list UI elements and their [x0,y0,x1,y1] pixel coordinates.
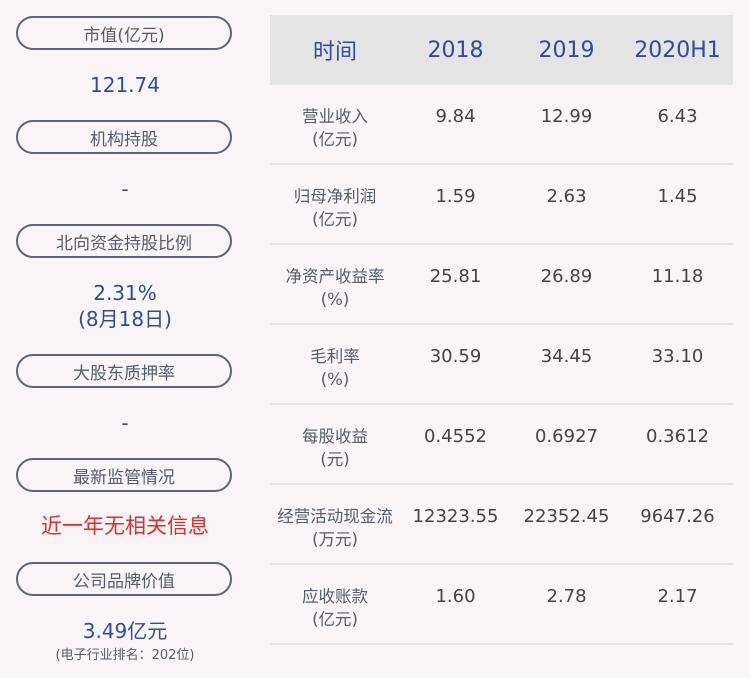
cell: 30.59 [429,346,482,367]
cell: 9647.26 [640,506,715,527]
table-header: 时间 2018 2019 2020H1 [270,15,733,85]
row-name: 营业收入 [302,107,368,126]
brand-value-label: 公司品牌价值 [16,562,232,596]
cell: 26.89 [540,266,593,287]
row-unit: (元) [320,450,350,469]
market-cap-value: 121.74 [90,73,160,97]
cell: 1.59 [435,186,476,207]
table-row: 应收账款 (亿元) 1.60 2.78 2.17 [270,565,733,645]
cell: 2.78 [546,586,587,607]
table-row: 营业收入 (亿元) 9.84 12.99 6.43 [270,85,733,165]
cell: 2.17 [657,586,698,607]
cell: 1.45 [657,186,698,207]
table-row: 毛利率 (%) 30.59 34.45 33.10 [270,325,733,405]
northbound-ratio-label: 北向资金持股比例 [16,224,232,258]
cell: 33.10 [651,346,704,367]
row-name: 归母净利润 [293,187,377,206]
row-unit: (%) [320,370,350,389]
table-row: 归母净利润 (亿元) 1.59 2.63 1.45 [270,165,733,245]
brand-value-rank-note: (电子行业排名：202位) [55,648,195,663]
cell: 1.60 [435,586,476,607]
row-unit: (亿元) [312,610,358,629]
regulatory-status-label: 最新监管情况 [16,458,232,492]
cell: 11.18 [651,266,704,287]
cell: 22352.45 [523,506,610,527]
header-2019: 2019 [538,37,595,63]
table-row: 经营活动现金流 (万元) 12323.55 22352.45 9647.26 [270,485,733,565]
cell: 25.81 [429,266,482,287]
pledge-ratio-value: - [121,411,129,435]
header-2018: 2018 [427,37,484,63]
market-cap-label: 市值(亿元) [16,16,232,50]
row-name: 经营活动现金流 [277,507,393,526]
row-name: 净资产收益率 [285,267,385,286]
institutional-holding-label: 机构持股 [16,120,232,154]
header-time: 时间 [312,40,357,65]
table-row: 每股收益 (元) 0.4552 0.6927 0.3612 [270,405,733,485]
table-row: 净资产收益率 (%) 25.81 26.89 11.18 [270,245,733,325]
row-name: 应收账款 [302,587,368,606]
regulatory-status-value: 近一年无相关信息 [41,514,209,538]
row-unit: (万元) [312,530,358,549]
row-unit: (%) [320,290,350,309]
financial-table: 时间 2018 2019 2020H1 营业收入 (亿元) 9.84 12.99 … [270,15,733,645]
row-unit: (亿元) [312,130,358,149]
cell: 2.63 [546,186,587,207]
northbound-ratio-date: (8月18日) [78,307,172,331]
header-2020h1: 2020H1 [634,37,721,63]
row-name: 毛利率 [310,347,360,366]
row-unit: (亿元) [312,210,358,229]
brand-value-value: 3.49亿元 [82,619,168,643]
cell: 0.4552 [424,426,487,447]
cell: 0.3612 [646,426,709,447]
cell: 12.99 [540,106,593,127]
pledge-ratio-label: 大股东质押率 [16,354,232,388]
cell: 0.6927 [535,426,598,447]
cell: 34.45 [540,346,593,367]
cell: 12323.55 [412,506,499,527]
northbound-ratio-value: 2.31% [93,281,157,305]
cell: 9.84 [435,106,476,127]
cell: 6.43 [657,106,698,127]
institutional-holding-value: - [121,177,129,201]
row-name: 每股收益 [302,427,368,446]
